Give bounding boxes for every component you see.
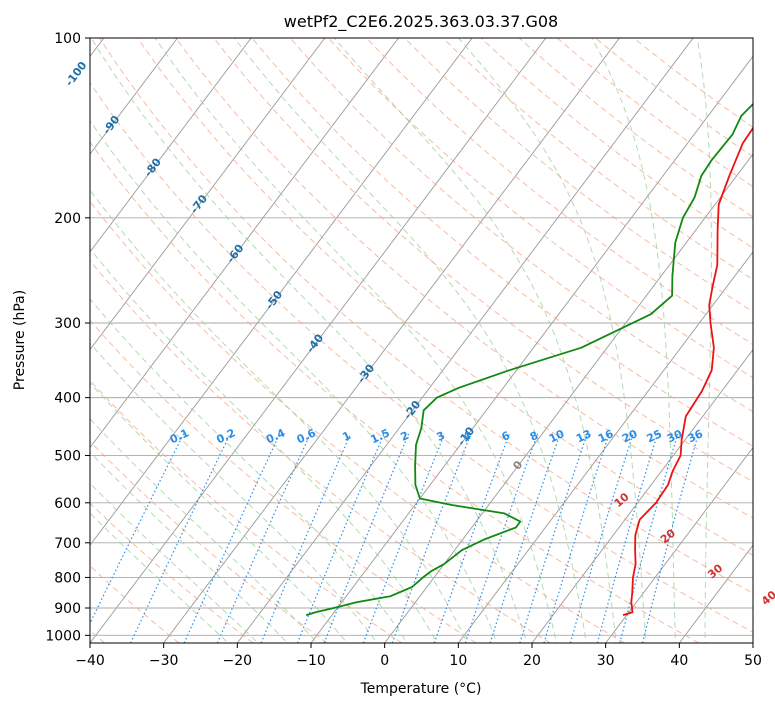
isotherm-line (90, 38, 178, 155)
mixing-ratio-label: 30 (665, 427, 685, 445)
y-tick-label: 400 (54, 391, 81, 407)
mixing-ratio-label: 20 (620, 427, 640, 445)
y-tick-label: 800 (54, 570, 81, 586)
mixing-ratio-line (519, 433, 588, 643)
mixing-ratio-line (130, 433, 231, 643)
isotherm-line (531, 348, 753, 643)
chart-title: wetPf2_C2E6.2025.363.03.37.G08 (284, 12, 558, 32)
dry-adiabat-line (90, 565, 180, 643)
mixing-ratio-line (464, 433, 539, 643)
isotherm-line (384, 153, 753, 643)
dry-adiabat-line (366, 38, 753, 345)
x-tick-label: −40 (75, 653, 105, 669)
profile-lines (305, 102, 753, 616)
moist-adiabat-line (90, 342, 378, 643)
isotherm-line (236, 38, 694, 643)
mixing-ratio-label: 25 (645, 427, 664, 445)
x-tick-label: 20 (523, 653, 541, 669)
dry-adiabat-line (90, 82, 753, 633)
moist-adiabat-line (234, 38, 587, 643)
dry-adiabat-line (213, 38, 753, 483)
temperature-profile-line (622, 126, 753, 616)
mixing-ratio-line (433, 433, 510, 643)
x-tick-label: −20 (223, 653, 253, 669)
dry-adiabat-line (137, 38, 753, 556)
mixing-ratio-label: 16 (596, 427, 616, 445)
mixing-ratio-line (489, 433, 561, 643)
isotherm-line (310, 55, 753, 643)
dewpoint-profile-line (305, 102, 753, 616)
moist-adiabat-line (90, 418, 319, 643)
isotherm-line (90, 38, 473, 546)
background-lines (90, 38, 753, 643)
moist-adiabat-line (90, 119, 498, 643)
isotherm-line (90, 38, 547, 643)
x-axis-title: Temperature (°C) (360, 681, 482, 697)
isotherm-line (90, 38, 326, 351)
x-tick-label: 0 (380, 653, 389, 669)
dry-adiabat-label: 40 (759, 588, 775, 608)
moist-adiabat-line (154, 38, 558, 643)
dry-adiabat-line (404, 38, 753, 313)
x-tick-label: 50 (744, 653, 762, 669)
mixing-ratio-line (296, 433, 385, 643)
moist-adiabat-line (90, 189, 468, 643)
plot-frame (89, 37, 754, 644)
isotherm-line (752, 642, 753, 643)
dry-adiabat-line (99, 38, 753, 594)
isotherm-line (163, 38, 620, 643)
moist-adiabat-line (333, 38, 617, 643)
y-tick-label: 900 (54, 601, 81, 617)
plot-background (90, 38, 753, 643)
y-tick-label: 200 (54, 211, 81, 227)
isotherm-label: -100 (63, 59, 90, 89)
mixing-ratio-label: 10 (547, 427, 567, 445)
moist-adiabat-line (90, 512, 230, 643)
dry-adiabat-line (90, 141, 700, 643)
mixing-ratio-line (391, 433, 472, 643)
moist-adiabat-line (90, 298, 408, 643)
mixing-ratio-label: 36 (686, 427, 706, 445)
mixing-ratio-label: 13 (574, 427, 593, 445)
mixing-ratio-line (90, 433, 185, 625)
y-axis-title: Pressure (hPa) (12, 290, 28, 390)
moist-adiabat-line (458, 38, 647, 643)
y-tick-label: 100 (54, 31, 81, 47)
y-tick-label: 700 (54, 536, 81, 552)
y-tick-label: 600 (54, 496, 81, 512)
moist-adiabat-line (90, 38, 528, 643)
x-tick-label: −10 (296, 653, 326, 669)
x-tick-label: 10 (449, 653, 467, 669)
isotherm-line (90, 38, 252, 253)
mixing-ratio-line (323, 433, 410, 643)
moist-adiabat-line (591, 38, 676, 643)
isotherm-line (457, 251, 753, 643)
dry-adiabat-line (90, 379, 402, 643)
dry-adiabat-line (175, 38, 753, 519)
x-tick-label: 30 (597, 653, 615, 669)
x-tick-label: −30 (149, 653, 179, 669)
moist-adiabat-line (90, 482, 259, 643)
axes: −40 −30 −20 −10 0 10 20 30 40 50 100 200 300 400 500 60… (45, 31, 762, 669)
moist-adiabat-line (696, 38, 712, 643)
y-tick-label: 1000 (45, 628, 81, 644)
isotherm-line (605, 446, 753, 643)
x-tick-label: 40 (670, 653, 688, 669)
dry-adiabat-line (90, 259, 551, 643)
y-tick-label: 500 (54, 449, 81, 465)
mixing-ratio-line (183, 433, 281, 643)
y-tick-label: 300 (54, 316, 81, 332)
dry-adiabat-line (90, 440, 328, 643)
dry-adiabat-line (90, 200, 625, 643)
dry-adiabat-line (90, 319, 477, 643)
moist-adiabat-line (90, 451, 289, 643)
